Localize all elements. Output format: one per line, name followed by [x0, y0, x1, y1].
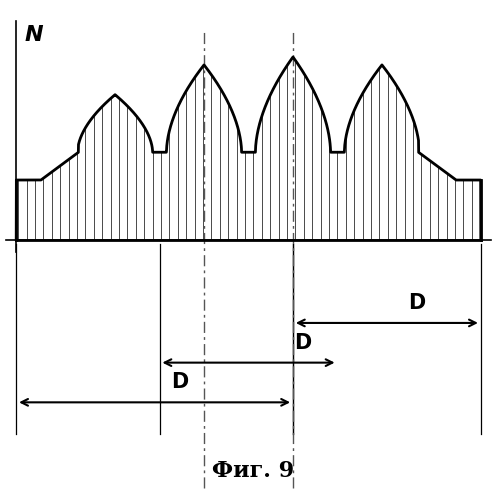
Text: D: D: [408, 293, 425, 313]
Text: D: D: [294, 333, 312, 353]
Text: Фиг. 9: Фиг. 9: [212, 460, 295, 482]
Text: D: D: [170, 372, 188, 392]
Text: N: N: [24, 25, 43, 45]
